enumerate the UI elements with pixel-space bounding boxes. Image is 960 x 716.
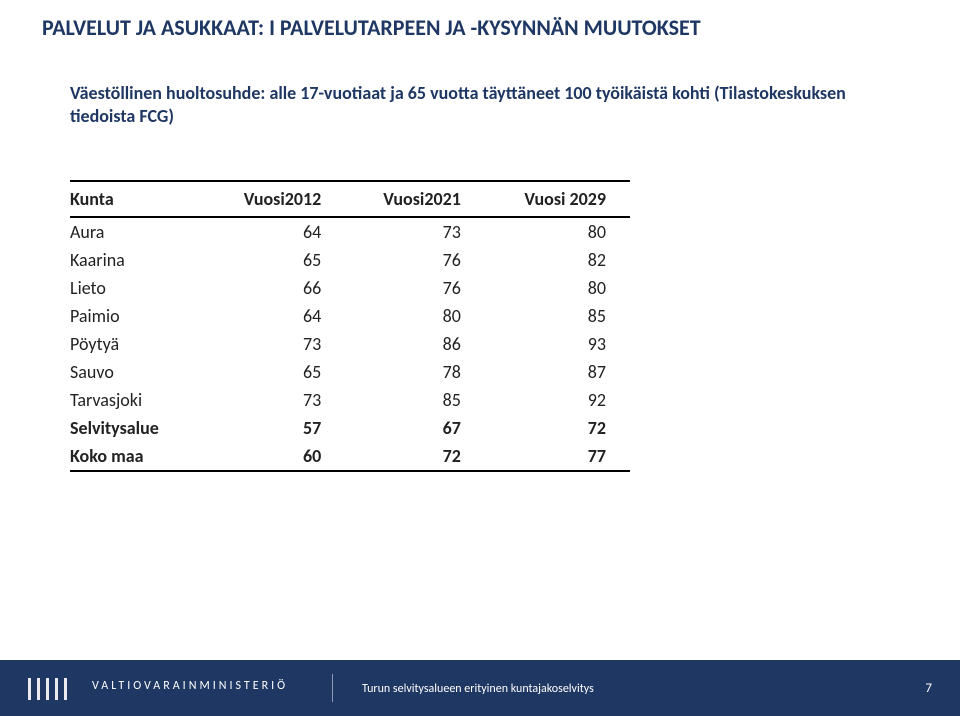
col-2012: Vuosi2012 [206, 181, 346, 217]
row-v2021: 86 [345, 330, 485, 358]
row-v2021: 72 [345, 442, 485, 471]
slide-subtitle: Väestöllinen huoltosuhde: alle 17-vuotia… [70, 82, 880, 129]
table-row: Pöytyä738693 [70, 330, 630, 358]
row-label: Aura [70, 217, 206, 246]
row-v2021: 67 [345, 414, 485, 442]
row-v2029: 92 [485, 386, 630, 414]
row-v2012: 66 [206, 274, 346, 302]
row-label: Sauvo [70, 358, 206, 386]
row-v2029: 80 [485, 217, 630, 246]
table-row: Kaarina657682 [70, 246, 630, 274]
footer-separator [332, 674, 333, 702]
row-v2021: 85 [345, 386, 485, 414]
row-label: Tarvasjoki [70, 386, 206, 414]
row-v2021: 78 [345, 358, 485, 386]
row-label: Paimio [70, 302, 206, 330]
row-v2029: 87 [485, 358, 630, 386]
footer-bar: VALTIOVARAINMINISTERIÖ Turun selvitysalu… [0, 660, 960, 716]
row-v2021: 73 [345, 217, 485, 246]
row-label: Pöytyä [70, 330, 206, 358]
row-label: Kaarina [70, 246, 206, 274]
table-row: Tarvasjoki738592 [70, 386, 630, 414]
table-row: Aura647380 [70, 217, 630, 246]
row-v2029: 85 [485, 302, 630, 330]
slide: PALVELUT JA ASUKKAAT: I PALVELUTARPEEN J… [0, 0, 960, 716]
slide-title: PALVELUT JA ASUKKAAT: I PALVELUTARPEEN J… [42, 14, 918, 41]
data-table: Kunta Vuosi2012 Vuosi2021 Vuosi 2029 Aur… [70, 180, 630, 472]
page-number: 7 [925, 681, 932, 696]
table-row: Sauvo657887 [70, 358, 630, 386]
row-v2012: 73 [206, 386, 346, 414]
row-label: Koko maa [70, 442, 206, 471]
footer-caption: Turun selvitysalueen erityinen kuntajako… [362, 682, 594, 696]
row-v2012: 64 [206, 302, 346, 330]
table-row: Koko maa607277 [70, 442, 630, 471]
row-v2021: 76 [345, 274, 485, 302]
row-v2012: 64 [206, 217, 346, 246]
table-row: Paimio648085 [70, 302, 630, 330]
row-v2012: 60 [206, 442, 346, 471]
row-v2029: 93 [485, 330, 630, 358]
row-label: Selvitysalue [70, 414, 206, 442]
row-v2029: 72 [485, 414, 630, 442]
row-v2029: 82 [485, 246, 630, 274]
row-v2012: 73 [206, 330, 346, 358]
table-row: Selvitysalue576772 [70, 414, 630, 442]
row-v2029: 80 [485, 274, 630, 302]
row-v2012: 57 [206, 414, 346, 442]
row-v2012: 65 [206, 358, 346, 386]
col-2021: Vuosi2021 [345, 181, 485, 217]
footer-inner: VALTIOVARAINMINISTERIÖ Turun selvitysalu… [0, 660, 960, 716]
data-table-wrap: Kunta Vuosi2012 Vuosi2021 Vuosi 2029 Aur… [70, 180, 630, 472]
ministry-name: VALTIOVARAINMINISTERIÖ [92, 679, 288, 693]
row-v2012: 65 [206, 246, 346, 274]
col-kunta: Kunta [70, 181, 206, 217]
col-2029: Vuosi 2029 [485, 181, 630, 217]
row-v2021: 80 [345, 302, 485, 330]
table-row: Lieto667680 [70, 274, 630, 302]
row-v2021: 76 [345, 246, 485, 274]
ministry-logo-icon [28, 678, 67, 700]
row-label: Lieto [70, 274, 206, 302]
row-v2029: 77 [485, 442, 630, 471]
table-header-row: Kunta Vuosi2012 Vuosi2021 Vuosi 2029 [70, 181, 630, 217]
